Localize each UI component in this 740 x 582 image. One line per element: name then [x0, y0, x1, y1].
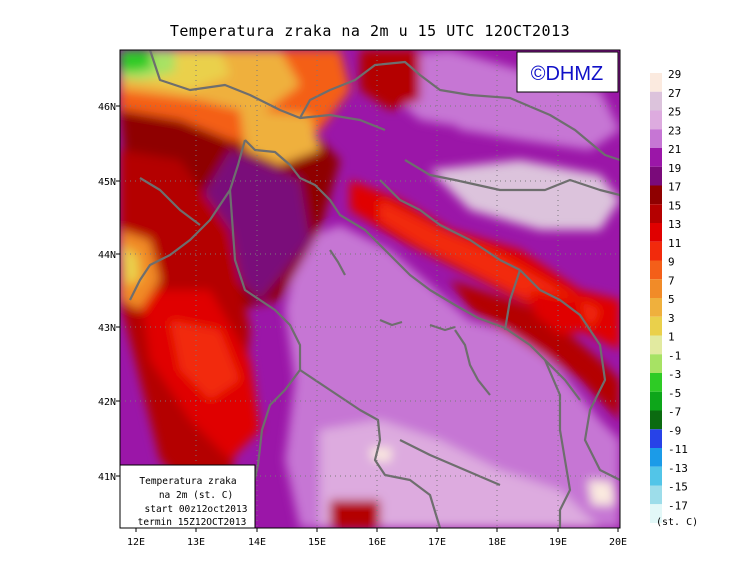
legend-swatch — [650, 204, 662, 223]
lat-label: 43N — [98, 323, 116, 334]
legend-swatch — [650, 373, 662, 392]
legend-swatch — [650, 223, 662, 242]
graticule — [120, 50, 620, 528]
legend-label: 19 — [668, 162, 681, 175]
lon-label: 13E — [187, 537, 205, 548]
legend-swatch — [650, 110, 662, 130]
legend-label: -15 — [668, 481, 688, 494]
legend-swatch — [650, 429, 662, 448]
legend-label: -9 — [668, 424, 681, 437]
legend-label: 27 — [668, 87, 681, 100]
lat-label: 41N — [98, 472, 116, 483]
legend-swatch — [650, 260, 662, 280]
logo-text: ©DHMZ — [531, 63, 604, 85]
lon-label: 16E — [368, 537, 386, 548]
lat-label: 45N — [98, 177, 116, 188]
legend-swatch — [650, 354, 662, 373]
legend-swatch — [650, 73, 662, 92]
lat-label: 42N — [98, 397, 116, 408]
legend-swatch — [650, 279, 662, 298]
legend-label: -13 — [668, 462, 688, 475]
dhmz-logo: ©DHMZ — [516, 51, 619, 93]
legend-label: 11 — [668, 237, 681, 250]
lon-label: 14E — [248, 537, 266, 548]
legend-label: -17 — [668, 499, 688, 512]
info-line-2: na 2m (st. C) — [159, 490, 233, 501]
legend-swatch — [650, 410, 662, 430]
legend-swatch — [650, 466, 662, 486]
legend-label: 17 — [668, 181, 681, 194]
legend-swatch — [650, 448, 662, 467]
lon-ticks — [135, 528, 619, 532]
legend-swatch — [650, 185, 662, 205]
legend-swatch — [650, 485, 662, 505]
legend-swatch — [650, 148, 662, 167]
legend-swatch — [650, 504, 662, 523]
legend-label: 29 — [668, 68, 681, 81]
lon-label: 18E — [488, 537, 506, 548]
info-box: Temperatura zraka na 2m (st. C) start 00… — [119, 464, 256, 529]
coastline — [129, 50, 620, 528]
legend-label: 15 — [668, 199, 681, 212]
legend-swatch — [650, 241, 662, 261]
info-line-1: Temperatura zraka — [139, 476, 236, 487]
legend-label: -11 — [668, 443, 688, 456]
legend-label: -3 — [668, 368, 681, 381]
map-frame — [119, 49, 621, 529]
info-line-3: start 00z12oct2013 — [145, 504, 248, 515]
lon-axis: 12E 13E 14E 15E 16E 17E 18E 19E 20E — [127, 537, 627, 548]
legend-label: 3 — [668, 312, 675, 325]
legend-label: 5 — [668, 293, 675, 306]
color-legend: 29 27 25 23 21 19 17 15 13 11 9 7 5 3 1 -1 -3 -5 -7 -9 -11 -1… — [650, 68, 688, 523]
legend-label: 9 — [668, 256, 675, 269]
legend-label: 21 — [668, 143, 681, 156]
temperature-field — [120, 50, 620, 528]
lon-label: 19E — [549, 537, 567, 548]
lon-label: 15E — [308, 537, 326, 548]
lat-label: 44N — [98, 250, 116, 261]
info-line-4: termin 15Z12OCT2013 — [138, 517, 247, 528]
legend-label: -1 — [668, 349, 681, 362]
legend-label: 13 — [668, 218, 681, 231]
lat-axis: 46N 45N 44N 43N 42N 41N — [98, 102, 116, 483]
legend-swatch — [650, 391, 662, 411]
legend-swatch — [650, 91, 662, 111]
lon-label: 12E — [127, 537, 145, 548]
legend-swatch — [650, 166, 662, 186]
legend-swatch — [650, 129, 662, 148]
legend-swatch — [650, 316, 662, 336]
legend-label: -5 — [668, 387, 681, 400]
legend-label: 23 — [668, 124, 681, 137]
legend-swatch — [650, 335, 662, 355]
lon-label: 20E — [609, 537, 627, 548]
lon-label: 17E — [428, 537, 446, 548]
chart-title: Temperatura zraka na 2m u 15 UTC 12OCT20… — [169, 22, 571, 40]
lat-ticks — [116, 105, 120, 477]
legend-label: -7 — [668, 406, 681, 419]
legend-label: 1 — [668, 331, 675, 344]
legend-swatch — [650, 298, 662, 317]
legend-label: 7 — [668, 274, 675, 287]
legend-unit: (st. C) — [656, 517, 699, 528]
lat-label: 46N — [98, 102, 116, 113]
legend-label: 25 — [668, 106, 681, 119]
